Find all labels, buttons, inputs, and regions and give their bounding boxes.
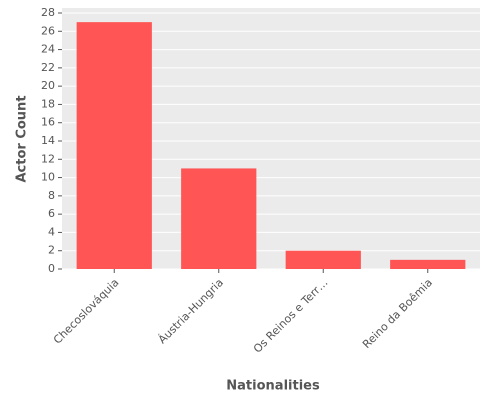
bar [390, 259, 466, 269]
x-tick-label: Reino da Boêmia [360, 276, 435, 351]
x-tick-label: Áustria-Hungria [156, 276, 226, 346]
bar [181, 168, 257, 269]
y-tick-label: 12 [41, 152, 55, 165]
y-tick-label: 8 [48, 189, 55, 202]
x-axis-title: Nationalities [226, 379, 320, 394]
y-tick-label: 26 [41, 24, 55, 37]
y-tick-label: 22 [41, 61, 55, 74]
y-axis-title: Actor Count [15, 95, 30, 182]
bar [76, 22, 152, 270]
y-tick-label: 4 [48, 225, 55, 238]
y-tick-label: 28 [41, 6, 55, 19]
y-tick-label: 16 [41, 116, 55, 129]
y-tick-label: 18 [41, 97, 55, 110]
y-tick-label: 2 [48, 244, 55, 257]
bar [285, 250, 361, 269]
y-tick-label: 24 [41, 43, 55, 56]
x-tick-label: Checoslováquia [51, 276, 122, 347]
y-tick-label: 20 [41, 79, 55, 92]
y-tick-label: 14 [41, 134, 55, 147]
y-tick-label: 0 [48, 262, 55, 275]
y-tick-label: 10 [41, 171, 55, 184]
y-tick-label: 6 [48, 207, 55, 220]
x-tick-label: Os Reinos e Terr… [251, 276, 331, 356]
